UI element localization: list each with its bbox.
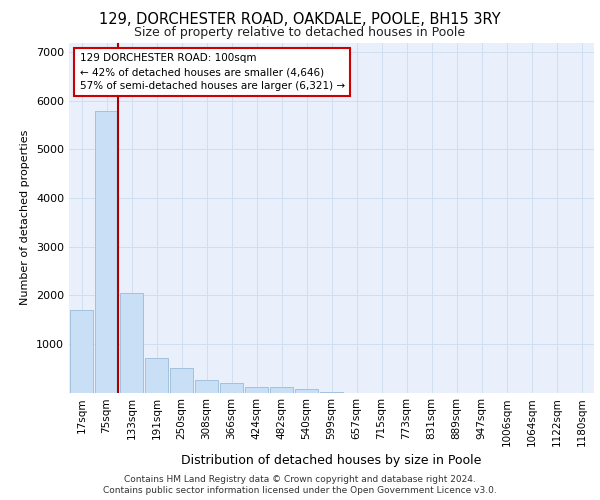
Text: 129, DORCHESTER ROAD, OAKDALE, POOLE, BH15 3RY: 129, DORCHESTER ROAD, OAKDALE, POOLE, BH… bbox=[99, 12, 501, 28]
X-axis label: Distribution of detached houses by size in Poole: Distribution of detached houses by size … bbox=[181, 454, 482, 468]
Y-axis label: Number of detached properties: Number of detached properties bbox=[20, 130, 31, 305]
Bar bbox=[145, 358, 168, 392]
Bar bbox=[120, 293, 143, 392]
Bar bbox=[195, 380, 218, 392]
Text: Size of property relative to detached houses in Poole: Size of property relative to detached ho… bbox=[134, 26, 466, 39]
Text: Contains HM Land Registry data © Crown copyright and database right 2024.: Contains HM Land Registry data © Crown c… bbox=[124, 475, 476, 484]
Bar bbox=[70, 310, 93, 392]
Bar bbox=[95, 110, 118, 392]
Text: Contains public sector information licensed under the Open Government Licence v3: Contains public sector information licen… bbox=[103, 486, 497, 495]
Bar bbox=[245, 386, 268, 392]
Bar bbox=[270, 386, 293, 392]
Bar bbox=[295, 389, 318, 392]
Bar bbox=[170, 368, 193, 392]
Text: 129 DORCHESTER ROAD: 100sqm
← 42% of detached houses are smaller (4,646)
57% of : 129 DORCHESTER ROAD: 100sqm ← 42% of det… bbox=[79, 53, 344, 91]
Bar bbox=[220, 383, 243, 392]
